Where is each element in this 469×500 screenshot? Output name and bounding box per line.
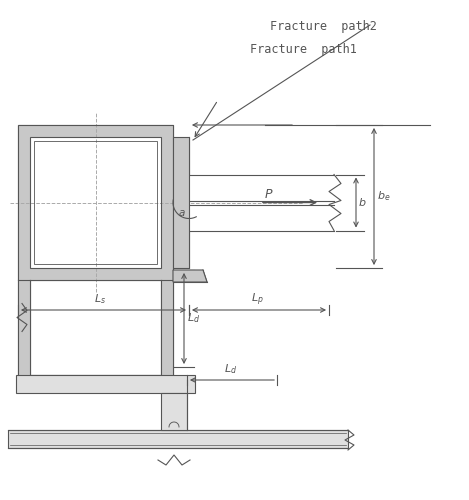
Bar [18, 280, 30, 375]
Text: b: b [359, 198, 366, 207]
Bar [18, 268, 173, 280]
Bar [161, 280, 173, 375]
Bar [34, 141, 157, 264]
Bar [8, 430, 348, 448]
Text: Fracture  path1: Fracture path1 [250, 43, 357, 56]
Bar [161, 393, 187, 430]
Text: $L_p$: $L_p$ [251, 292, 264, 308]
Bar [16, 375, 195, 393]
Text: $b_e$: $b_e$ [377, 190, 391, 203]
Bar [18, 125, 173, 280]
Bar [18, 137, 30, 268]
Text: $L_s$: $L_s$ [93, 292, 106, 306]
Text: $L_d$: $L_d$ [224, 362, 237, 376]
Text: a: a [179, 208, 185, 218]
Polygon shape [173, 270, 207, 282]
Text: Fracture  path2: Fracture path2 [270, 20, 377, 33]
Bar [18, 125, 173, 280]
Bar [161, 137, 173, 268]
Bar [18, 125, 173, 137]
Bar [30, 137, 161, 268]
Bar [173, 137, 189, 268]
Text: P: P [265, 188, 272, 200]
Text: $L_d$: $L_d$ [187, 312, 200, 326]
